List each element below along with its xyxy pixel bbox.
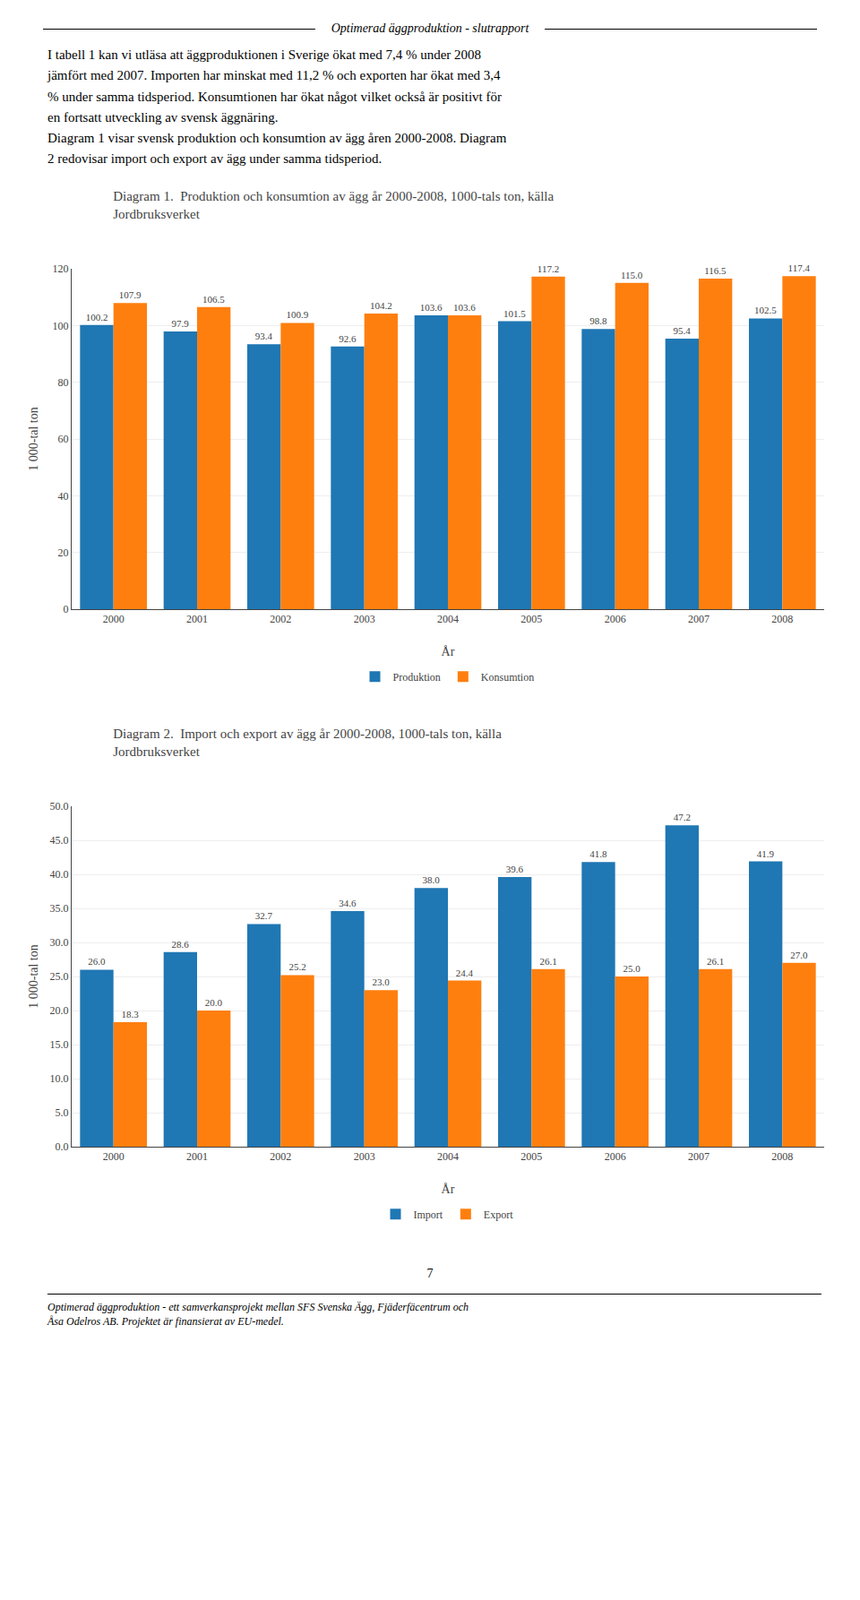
html-text:2 redovisar import och export: 2 redovisar import och export av ägg und…	[47, 151, 382, 166]
svg-text:100.9: 100.9	[285, 309, 309, 320]
svg-text:18.3: 18.3	[120, 1007, 139, 1019]
svg-text:0: 0	[63, 602, 69, 616]
svg-text:25.0: 25.0	[622, 963, 641, 974]
svg-text:26.1: 26.1	[539, 954, 557, 966]
svg-text:35.0: 35.0	[50, 902, 69, 915]
svg-text:Konsumtion: Konsumtion	[481, 670, 534, 683]
svg-text:0.0: 0.0	[55, 1140, 69, 1153]
svg-text:100: 100	[52, 318, 69, 332]
svg-text:24.4: 24.4	[455, 966, 474, 978]
svg-text:26.1: 26.1	[706, 954, 724, 966]
svg-text:2008: 2008	[771, 1150, 793, 1163]
svg-text:103.6: 103.6	[453, 301, 476, 312]
html-text:Åsa Odelros AB. Projektet är f: Åsa Odelros AB. Projektet är finansierat…	[47, 1315, 284, 1328]
html-text:jämfört med 2007. Importen har: jämfört med 2007. Importen har minskat m…	[47, 68, 501, 83]
svg-text:93.4: 93.4	[255, 330, 274, 342]
svg-text:101.5: 101.5	[503, 307, 526, 319]
svg-text:10.0: 10.0	[50, 1072, 69, 1085]
svg-text:30.0: 30.0	[50, 936, 69, 949]
svg-text:25.0: 25.0	[50, 970, 69, 983]
svg-text:41.8: 41.8	[589, 848, 608, 860]
svg-text:103.6: 103.6	[420, 301, 443, 312]
svg-text:60: 60	[58, 432, 69, 446]
svg-text:1 000-tal ton: 1 000-tal ton	[26, 406, 41, 472]
svg-text:2004: 2004	[437, 612, 459, 626]
svg-text:40.0: 40.0	[50, 868, 69, 881]
svg-text:102.5: 102.5	[754, 304, 777, 316]
svg-text:95.4: 95.4	[672, 324, 691, 336]
svg-text:28.6: 28.6	[171, 937, 190, 949]
svg-text:1 000-tal ton: 1 000-tal ton	[26, 944, 41, 1009]
svg-text:39.6: 39.6	[506, 863, 525, 875]
svg-text:115.0: 115.0	[620, 268, 644, 280]
svg-text:117.4: 117.4	[788, 262, 811, 274]
svg-text:27.0: 27.0	[790, 948, 809, 960]
svg-text:25.2: 25.2	[288, 961, 306, 972]
html-text:I tabell 1 kan vi utläsa att ä: I tabell 1 kan vi utläsa att äggprodukti…	[47, 47, 482, 62]
svg-text:45.0: 45.0	[50, 834, 69, 847]
svg-text:100.2: 100.2	[86, 310, 109, 322]
svg-text:2006: 2006	[604, 612, 627, 626]
svg-text:92.6: 92.6	[338, 332, 357, 344]
svg-text:2004: 2004	[437, 1150, 459, 1163]
svg-text:Diagram 2. Import och export: Diagram 2. Import och export av ägg år 2…	[112, 726, 502, 759]
svg-text:20.0: 20.0	[50, 1004, 69, 1017]
svg-text:2000: 2000	[103, 612, 125, 626]
svg-text:2003: 2003	[353, 1150, 376, 1163]
html-text:7: 7	[426, 1266, 434, 1280]
svg-text:2008: 2008	[771, 612, 793, 626]
svg-text:År: År	[441, 1182, 456, 1196]
svg-text:Diagram 1. Produktion och kon: Diagram 1. Produktion och konsumtion av …	[112, 189, 554, 222]
html-text:Diagram 1 visar svensk produkt: Diagram 1 visar svensk produktion och ko…	[47, 130, 507, 146]
svg-text:2005: 2005	[520, 612, 542, 626]
svg-text:2001: 2001	[186, 1150, 208, 1163]
svg-text:97.9: 97.9	[171, 317, 190, 328]
svg-text:50.0: 50.0	[50, 799, 69, 813]
svg-text:20.0: 20.0	[205, 997, 224, 1008]
html-text:en fortsatt utveckling av sven: en fortsatt utveckling av svensk äggnäri…	[47, 110, 279, 125]
svg-text:2000: 2000	[103, 1150, 125, 1163]
svg-text:32.7: 32.7	[255, 910, 274, 921]
html-text:% under samma tidsperiod. Kons: % under samma tidsperiod. Konsumtionen h…	[47, 89, 502, 104]
svg-text:2001: 2001	[186, 612, 208, 626]
svg-text:80: 80	[58, 375, 69, 388]
svg-text:2007: 2007	[688, 1150, 710, 1163]
svg-text:98.8: 98.8	[589, 315, 608, 327]
svg-text:2002: 2002	[269, 612, 292, 626]
svg-text:104.2: 104.2	[369, 300, 393, 311]
svg-text:2005: 2005	[520, 1150, 542, 1163]
svg-text:34.6: 34.6	[338, 897, 357, 909]
svg-text:117.2: 117.2	[537, 262, 559, 274]
svg-text:15.0: 15.0	[50, 1038, 69, 1051]
svg-text:Import: Import	[413, 1207, 444, 1221]
svg-text:2006: 2006	[604, 1150, 627, 1163]
svg-text:47.2: 47.2	[673, 811, 691, 823]
html-text:Optimerad äggproduktion - slut: Optimerad äggproduktion - slutrapport	[331, 21, 529, 35]
svg-text:År: År	[441, 645, 456, 659]
svg-text:26.0: 26.0	[87, 955, 106, 967]
svg-text:Export: Export	[483, 1207, 514, 1221]
svg-text:2003: 2003	[353, 612, 376, 626]
svg-text:40: 40	[58, 489, 69, 502]
svg-text:2002: 2002	[269, 1150, 292, 1163]
svg-text:Produktion: Produktion	[393, 670, 441, 683]
svg-text:107.9: 107.9	[119, 289, 142, 301]
svg-text:2007: 2007	[688, 612, 710, 626]
svg-text:23.0: 23.0	[371, 976, 390, 988]
svg-text:106.5: 106.5	[202, 292, 225, 304]
svg-text:20: 20	[58, 545, 69, 559]
svg-text:120: 120	[52, 262, 69, 276]
svg-text:41.9: 41.9	[756, 847, 775, 859]
svg-text:5.0: 5.0	[55, 1106, 69, 1119]
svg-text:38.0: 38.0	[421, 874, 440, 886]
svg-text:116.5: 116.5	[704, 265, 727, 276]
html-text:Optimerad äggproduktion - ett: Optimerad äggproduktion - ett samverkans…	[47, 1300, 469, 1313]
